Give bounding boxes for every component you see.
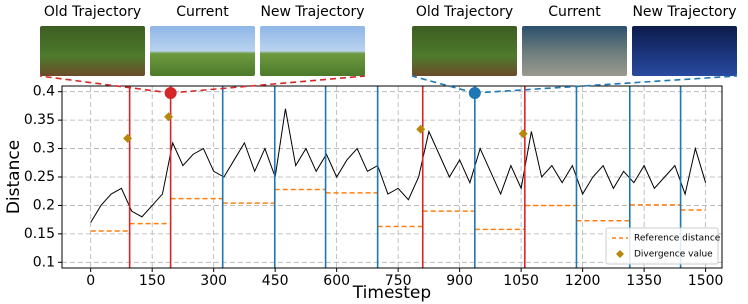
x-tick-label: 1500 xyxy=(688,273,724,289)
panel-label: New Trajectory xyxy=(260,4,364,20)
highlight-dot xyxy=(468,87,481,99)
x-tick-label: 450 xyxy=(262,273,289,289)
divergence-marker xyxy=(123,133,133,143)
panel-label: Old Trajectory xyxy=(416,4,513,20)
screenshot-panel xyxy=(632,26,737,76)
screenshot-panel xyxy=(522,26,627,76)
panel-label: New Trajectory xyxy=(632,4,736,20)
y-tick-label: 0.3 xyxy=(33,141,55,157)
y-tick-label: 0.35 xyxy=(24,112,55,128)
y-tick-label: 0.4 xyxy=(33,84,55,100)
divergence-marker xyxy=(416,124,426,134)
connector xyxy=(39,75,171,94)
y-tick-label: 0.2 xyxy=(33,197,55,213)
y-tick-label: 0.25 xyxy=(24,169,55,185)
x-tick-label: 750 xyxy=(385,273,412,289)
legend-label: Divergence value xyxy=(634,250,713,260)
y-tick-label: 0.1 xyxy=(33,254,55,270)
x-tick-label: 900 xyxy=(446,273,473,289)
connector xyxy=(474,75,738,94)
legend-label: Reference distance xyxy=(634,234,721,244)
screenshot-panel xyxy=(412,26,517,76)
x-tick-label: 1050 xyxy=(503,273,539,289)
y-tick-label: 0.15 xyxy=(24,226,55,242)
plot-frame xyxy=(61,85,723,269)
highlight-dot xyxy=(164,87,177,99)
screenshot-panel xyxy=(260,26,365,76)
divergence-marker xyxy=(518,129,528,139)
connector xyxy=(170,75,366,94)
y-axis-label: Distance xyxy=(4,140,24,214)
x-tick-label: 0 xyxy=(86,273,95,289)
distance-line xyxy=(90,108,707,223)
x-tick-label: 150 xyxy=(139,273,166,289)
x-tick-label: 600 xyxy=(323,273,350,289)
legend-swatch xyxy=(616,250,624,258)
x-tick-label: 1200 xyxy=(565,273,601,289)
legend-box xyxy=(605,227,719,265)
x-axis-label: Timestep xyxy=(352,283,431,303)
panel-label: Current xyxy=(548,4,601,20)
x-tick-label: 1350 xyxy=(626,273,662,289)
panel-label: Current xyxy=(176,4,229,20)
divergence-marker xyxy=(164,112,174,122)
connector xyxy=(411,75,476,94)
x-tick-label: 300 xyxy=(200,273,227,289)
screenshot-panel xyxy=(150,26,255,76)
panel-label: Old Trajectory xyxy=(44,4,141,20)
screenshot-panel xyxy=(40,26,145,76)
